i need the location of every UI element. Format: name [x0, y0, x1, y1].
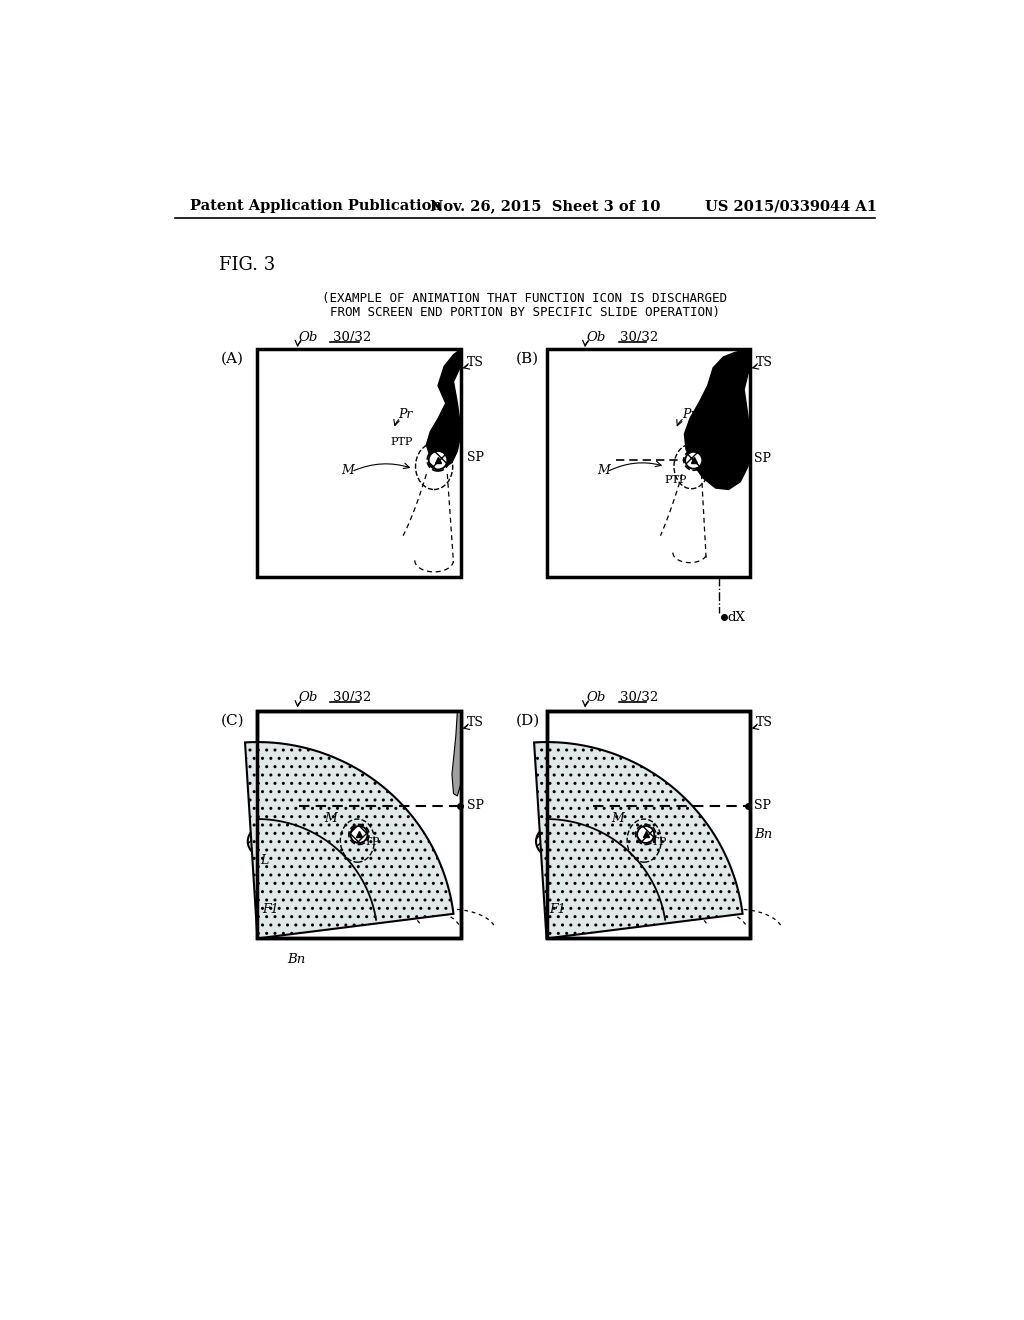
Ellipse shape — [269, 866, 309, 899]
Ellipse shape — [556, 424, 601, 455]
Ellipse shape — [315, 424, 360, 455]
Ellipse shape — [317, 784, 359, 812]
Ellipse shape — [350, 826, 368, 843]
Text: L: L — [260, 854, 268, 867]
Text: Ob: Ob — [586, 690, 605, 704]
Text: F1: F1 — [550, 903, 566, 916]
Text: TS: TS — [756, 717, 773, 730]
Text: 30/32: 30/32 — [333, 690, 371, 704]
Text: FROM SCREEN END PORTION BY SPECIFIC SLIDE OPERATION): FROM SCREEN END PORTION BY SPECIFIC SLID… — [330, 306, 720, 319]
Text: Patent Application Publication: Patent Application Publication — [190, 199, 442, 213]
Ellipse shape — [602, 424, 647, 455]
Ellipse shape — [650, 733, 692, 760]
Bar — [547, 711, 751, 939]
Text: (B): (B) — [515, 351, 539, 366]
Ellipse shape — [610, 892, 650, 925]
Ellipse shape — [557, 784, 599, 812]
Text: Pr: Pr — [682, 408, 696, 421]
Text: M: M — [324, 812, 337, 825]
Text: M: M — [597, 463, 609, 477]
Ellipse shape — [315, 370, 360, 401]
Text: TS: TS — [467, 356, 483, 370]
Ellipse shape — [604, 733, 646, 760]
Ellipse shape — [248, 824, 291, 859]
Ellipse shape — [270, 733, 311, 760]
Text: PTP: PTP — [357, 837, 380, 847]
Bar — [547, 711, 751, 939]
Ellipse shape — [536, 824, 579, 859]
Text: (A): (A) — [221, 351, 244, 366]
Text: SP: SP — [755, 453, 771, 465]
Bar — [547, 350, 751, 577]
Ellipse shape — [649, 370, 693, 401]
Polygon shape — [535, 742, 742, 939]
Text: Ob: Ob — [299, 330, 317, 343]
Polygon shape — [452, 711, 461, 796]
Text: TS: TS — [467, 717, 483, 730]
Text: Ob: Ob — [299, 690, 317, 704]
Ellipse shape — [317, 733, 359, 760]
Ellipse shape — [362, 424, 408, 455]
Ellipse shape — [637, 826, 654, 843]
Text: Pr: Pr — [398, 408, 413, 421]
Text: 30/32: 30/32 — [621, 690, 658, 704]
Bar — [257, 711, 461, 939]
Text: M: M — [611, 812, 625, 825]
Text: Ob: Ob — [586, 330, 605, 343]
Text: SP: SP — [755, 799, 771, 812]
Text: PTP: PTP — [390, 437, 413, 446]
Text: Bn: Bn — [755, 828, 772, 841]
Ellipse shape — [685, 451, 702, 469]
Text: dX: dX — [727, 611, 744, 624]
Text: Bn: Bn — [287, 953, 305, 966]
Text: FIG. 3: FIG. 3 — [219, 256, 275, 273]
Ellipse shape — [557, 866, 598, 899]
Ellipse shape — [649, 424, 693, 455]
Polygon shape — [245, 742, 454, 939]
Ellipse shape — [321, 892, 361, 925]
Text: PTP: PTP — [665, 475, 687, 486]
Text: US 2015/0339044 A1: US 2015/0339044 A1 — [706, 199, 878, 213]
Polygon shape — [684, 350, 751, 490]
Text: SP: SP — [467, 799, 483, 812]
Ellipse shape — [602, 370, 647, 401]
Ellipse shape — [365, 733, 407, 760]
Text: (D): (D) — [515, 714, 540, 727]
Text: PTP: PTP — [644, 837, 667, 847]
Text: F1: F1 — [262, 903, 279, 916]
Text: (EXAMPLE OF ANIMATION THAT FUNCTION ICON IS DISCHARGED: (EXAMPLE OF ANIMATION THAT FUNCTION ICON… — [323, 292, 727, 305]
Bar — [257, 350, 461, 577]
Text: M: M — [341, 463, 354, 477]
Ellipse shape — [604, 784, 646, 812]
Polygon shape — [426, 350, 461, 466]
Text: (C): (C) — [221, 714, 245, 727]
Ellipse shape — [557, 733, 599, 760]
Text: 30/32: 30/32 — [333, 330, 371, 343]
Ellipse shape — [429, 451, 447, 470]
Text: Nov. 26, 2015  Sheet 3 of 10: Nov. 26, 2015 Sheet 3 of 10 — [430, 199, 660, 213]
Text: TS: TS — [756, 356, 773, 370]
Bar — [257, 711, 461, 939]
Ellipse shape — [556, 370, 601, 401]
Text: 30/32: 30/32 — [621, 330, 658, 343]
Ellipse shape — [362, 370, 408, 401]
Ellipse shape — [270, 784, 311, 812]
Text: SP: SP — [467, 450, 483, 463]
Ellipse shape — [268, 370, 313, 401]
Ellipse shape — [268, 424, 313, 455]
